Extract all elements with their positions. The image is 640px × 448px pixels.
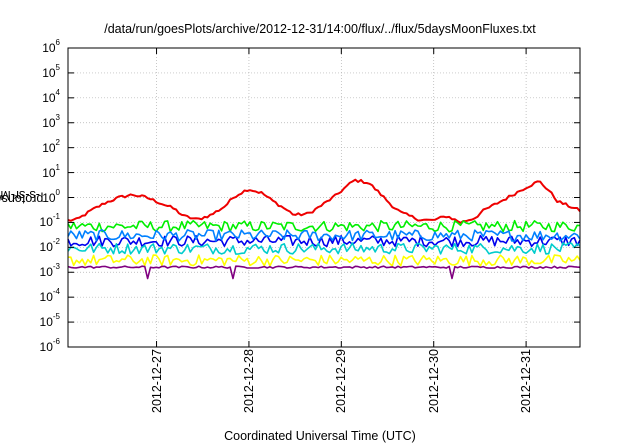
x-tick-label: 2012-12-27: [149, 349, 164, 413]
x-tick-label: 2012-12-28: [241, 349, 256, 413]
x-axis-label: Coordinated Universal Time (UTC): [224, 429, 416, 443]
y-tick-label: 103: [42, 112, 60, 130]
y-tick-label: 105: [42, 62, 60, 80]
y-axis-label-tail: -s-sr-MeV: [0, 187, 40, 202]
chart-title: /data/run/goesPlots/archive/2012-12-31/1…: [104, 22, 536, 36]
series-line-3: [67, 234, 581, 248]
series-line-1: [67, 178, 581, 224]
x-tick-label: 2012-12-29: [334, 349, 349, 413]
y-tick-label: 100: [42, 187, 60, 205]
y-tick-label: 106: [42, 38, 60, 55]
y-tick-label: 10-1: [39, 212, 60, 230]
series-lines: [67, 178, 581, 280]
y-tick-label: 102: [42, 137, 60, 155]
y-tick-label: 10-6: [39, 337, 60, 354]
series-line-4: [67, 229, 581, 242]
x-tick-label: 2012-12-31: [519, 349, 534, 413]
series-line-5: [67, 242, 581, 255]
y-tick-label: 10-3: [39, 262, 60, 280]
grid-lines: [68, 48, 580, 347]
y-tick-label: 10-5: [39, 312, 60, 330]
y-tick-label: 104: [42, 87, 60, 105]
y-tick-label: 101: [42, 162, 60, 180]
y-tick-label: 10-2: [39, 237, 60, 255]
y-tick-label: 10-4: [39, 287, 60, 305]
series-line-6: [68, 254, 581, 267]
tick-marks: [68, 47, 580, 348]
series-line-7: [67, 265, 581, 280]
x-tick-label: 2012-12-30: [426, 349, 441, 413]
series-line-2: [67, 219, 581, 233]
